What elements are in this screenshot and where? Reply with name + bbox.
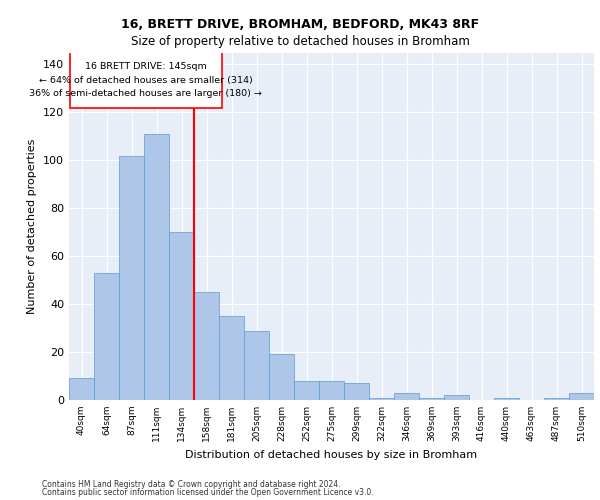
X-axis label: Distribution of detached houses by size in Bromham: Distribution of detached houses by size … — [185, 450, 478, 460]
Text: 16 BRETT DRIVE: 145sqm
← 64% of detached houses are smaller (314)
36% of semi-de: 16 BRETT DRIVE: 145sqm ← 64% of detached… — [29, 62, 262, 98]
Bar — [69, 378, 94, 400]
Text: Size of property relative to detached houses in Bromham: Size of property relative to detached ho… — [131, 35, 469, 48]
Bar — [219, 316, 244, 400]
Bar — [494, 398, 519, 400]
Bar — [194, 292, 219, 400]
Y-axis label: Number of detached properties: Number of detached properties — [28, 138, 37, 314]
Bar — [444, 395, 469, 400]
Bar — [319, 381, 344, 400]
Bar — [119, 156, 144, 400]
Bar — [344, 383, 369, 400]
Bar — [70, 52, 221, 108]
Text: Contains public sector information licensed under the Open Government Licence v3: Contains public sector information licen… — [42, 488, 374, 497]
Bar — [369, 398, 394, 400]
Bar — [94, 273, 119, 400]
Bar — [169, 232, 194, 400]
Text: Contains HM Land Registry data © Crown copyright and database right 2024.: Contains HM Land Registry data © Crown c… — [42, 480, 341, 489]
Bar — [244, 330, 269, 400]
Bar — [269, 354, 294, 400]
Bar — [144, 134, 169, 400]
Bar — [419, 398, 444, 400]
Text: 16, BRETT DRIVE, BROMHAM, BEDFORD, MK43 8RF: 16, BRETT DRIVE, BROMHAM, BEDFORD, MK43 … — [121, 18, 479, 30]
Bar — [394, 393, 419, 400]
Bar — [544, 398, 569, 400]
Bar — [294, 381, 319, 400]
Bar — [569, 393, 594, 400]
